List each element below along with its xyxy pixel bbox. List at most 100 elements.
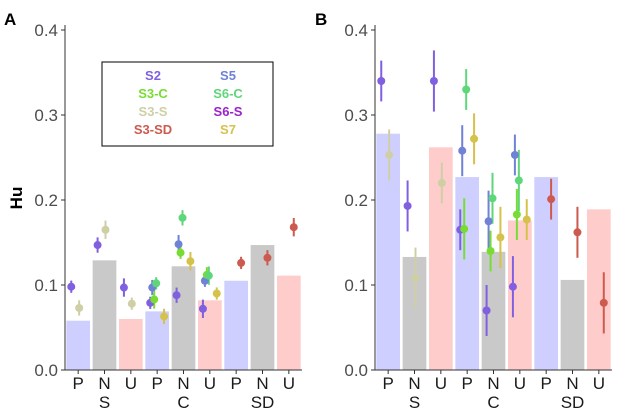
panel-a-point-S7-6	[212, 289, 221, 298]
panel-a-bar-5	[171, 266, 196, 370]
panel-a-bar-9	[276, 275, 301, 370]
panel-a-point-S7-4	[160, 312, 169, 321]
panel-a-x-tick-label: U	[204, 374, 216, 393]
panel-b-group-label: C	[487, 393, 499, 412]
panel-b-point-S3-SD-8	[573, 228, 582, 237]
panel-b-x-tick-label: N	[408, 374, 420, 393]
panel-b-point-S2-6	[508, 282, 517, 291]
panel-a-x-tick-label: P	[72, 374, 83, 393]
panel-a-point-S3-C-5	[176, 248, 185, 257]
panel-b-points	[377, 77, 608, 315]
panel-a-group-label: SD	[251, 393, 275, 412]
panel-b-point-S5-5	[484, 217, 493, 226]
panel-b-y-tick-label: 0.3	[344, 106, 368, 125]
panel-a-point-S6-C-4	[152, 279, 161, 288]
panel-a-axes: 0.00.10.20.30.4P N U P N U P N US C SD	[34, 21, 302, 412]
panel-b-point-S7-4	[470, 134, 479, 143]
panel-a-x-tick-label: U	[283, 374, 295, 393]
panel-a-point-S3-S-2	[101, 225, 110, 234]
panel-b-point-S2-1	[377, 77, 386, 85]
panel-b-bar-7	[534, 177, 559, 370]
panel-b-bar-9	[586, 209, 611, 370]
panel-a-point-S3-SD-9	[289, 223, 298, 232]
panel-b-point-S5-6	[510, 150, 519, 159]
panel-a-bar-4	[145, 311, 170, 370]
panel-b-x-tick-label: U	[435, 374, 447, 393]
panel-b: B 0.00.10.20.30.4P N U P N U P N US C SD	[315, 10, 612, 412]
panel-a-bar-7	[224, 280, 249, 370]
panel-a-y-tick-label: 0.4	[34, 21, 58, 40]
panel-a-x-tick-label: P	[151, 374, 162, 393]
legend: S2 S5 S3-C S6-C S3-S S6-S S3-SD S7	[101, 61, 274, 147]
panel-b-bar-3	[428, 147, 453, 370]
panel-a-point-S3-SD-7	[237, 258, 246, 267]
panel-b-point-S7-5	[496, 233, 505, 242]
panel-b-x-tick-label: P	[461, 374, 472, 393]
panel-b-bar-6	[507, 220, 532, 370]
panel-a-point-S7-5	[186, 257, 195, 266]
panel-b-point-S6-C-5	[488, 194, 497, 203]
legend-entry-s3-s: S3-S	[139, 104, 168, 119]
panel-a-points	[67, 213, 298, 321]
panel-b-letter: B	[315, 10, 327, 29]
panel-a-x-tick-label: P	[230, 374, 241, 393]
y-axis-label: Hu	[7, 187, 26, 210]
panel-b-bar-5	[481, 251, 506, 370]
panel-a-y-tick-label: 0.3	[34, 106, 58, 125]
panel-b-bar-2	[402, 256, 427, 370]
panel-b-point-S3-C-5	[486, 247, 495, 255]
panel-b-point-S6-C-4	[462, 85, 471, 94]
panel-a-x-tick-label: N	[177, 374, 189, 393]
panel-a-y-tick-label: 0.2	[34, 191, 58, 210]
panel-a-bar-2	[92, 260, 117, 370]
panel-b-bar-4	[455, 177, 480, 370]
panel-b-point-S7-6	[522, 215, 531, 224]
legend-entry-s5: S5	[220, 68, 236, 83]
panel-b-y-tick-label: 0.1	[344, 276, 368, 295]
panel-b-x-tick-label: U	[514, 374, 526, 393]
panel-b-x-tick-label: P	[540, 374, 551, 393]
panel-b-axes: 0.00.10.20.30.4P N U P N U P N US C SD	[344, 21, 612, 412]
panel-a-x-tick-label: N	[98, 374, 110, 393]
panel-b-x-tick-label: N	[487, 374, 499, 393]
panel-a-bar-8	[250, 245, 275, 370]
legend-entry-s6-c: S6-C	[213, 86, 243, 101]
panel-a-x-tick-label: U	[125, 374, 137, 393]
panel-b-x-tick-label: U	[593, 374, 605, 393]
legend-entry-s3-c: S3-C	[138, 86, 168, 101]
panel-a-group-label: C	[177, 393, 189, 412]
legend-entry-s6-s: S6-S	[214, 104, 243, 119]
panel-b-group-label: S	[409, 393, 420, 412]
panel-a-y-tick-label: 0.0	[34, 361, 58, 380]
panel-b-y-tick-label: 0.4	[344, 21, 368, 40]
legend-entry-s7: S7	[220, 122, 236, 137]
panel-a-point-S3-S-3	[127, 299, 136, 308]
panel-b-point-S2-5	[482, 306, 491, 315]
legend-entry-s2: S2	[145, 68, 161, 83]
panel-b-y-tick-label: 0.0	[344, 361, 368, 380]
panel-a-point-S3-S-1	[75, 303, 84, 312]
panel-b-y-tick-label: 0.2	[344, 191, 368, 210]
panel-a-point-S2-2	[93, 241, 102, 250]
panel-a-x-tick-label: N	[256, 374, 268, 393]
panel-b-group-label: SD	[561, 393, 585, 412]
panel-a-point-S3-SD-8	[263, 253, 272, 262]
panel-a-group-label: S	[99, 393, 110, 412]
panel-b-x-tick-label: N	[566, 374, 578, 393]
panel-a-bar-1	[66, 320, 91, 370]
panel-b-bar-1	[376, 133, 401, 370]
panel-b-x-tick-label: P	[382, 374, 393, 393]
panel-b-point-S3-S-2	[411, 274, 420, 283]
panel-a-point-S6-C-6	[204, 271, 213, 280]
legend-entry-s3-sd: S3-SD	[134, 122, 172, 137]
panel-b-point-S2-3	[429, 77, 438, 85]
panel-b-point-S2-2	[403, 201, 412, 210]
panel-a-point-S2-5	[172, 291, 181, 300]
panel-a-point-S3-C-4	[150, 295, 159, 304]
panel-b-point-S3-SD-9	[599, 298, 608, 307]
panel-b-point-S6-C-6	[514, 176, 523, 185]
panel-b-point-S3-SD-7	[547, 195, 556, 204]
legend-box	[101, 61, 274, 147]
panel-a-point-S2-1	[67, 282, 76, 291]
